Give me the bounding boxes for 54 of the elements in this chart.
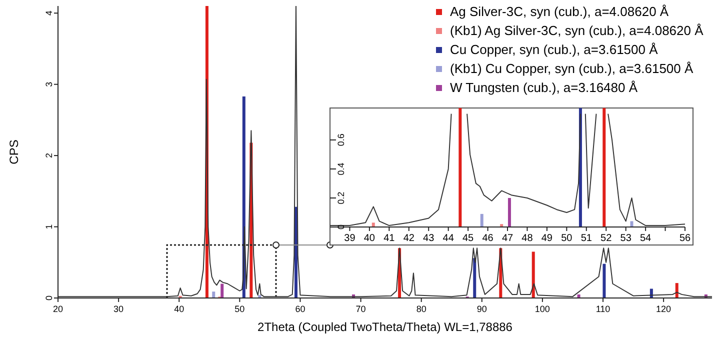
x-axis-title: 2Theta (Coupled TwoTheta/Theta) WL=1,78886: [258, 320, 513, 334]
bar: [675, 283, 678, 298]
x-tick-label: 40: [364, 233, 376, 244]
x-tick-label: 100: [534, 304, 550, 314]
y-tick-label: 0.6: [336, 134, 346, 146]
bar: [480, 214, 484, 227]
y-tick-label: 0: [44, 295, 54, 301]
bar: [630, 221, 634, 227]
x-tick-label: 50: [561, 233, 573, 244]
y-tick-label: 4: [44, 10, 54, 16]
x-tick-label: 110: [596, 304, 610, 314]
bar: [532, 252, 535, 298]
x-tick-label: 51: [580, 233, 592, 244]
y-axis-title: CPS: [7, 140, 21, 164]
x-tick-label: 41: [384, 233, 396, 244]
bar: [602, 264, 606, 298]
x-tick-label: 48: [522, 233, 534, 244]
y-tick-label: 3: [44, 82, 54, 87]
bar: [473, 258, 476, 298]
legend-label: Cu Copper, syn (cub.), a=3.61500 Å: [450, 42, 658, 57]
x-tick-label: 42: [403, 233, 415, 244]
x-tick-label: 70: [356, 304, 366, 314]
x-tick-label: 30: [114, 304, 124, 314]
x-tick-label: 80: [416, 304, 426, 314]
x-tick-label: 39: [344, 233, 356, 244]
legend-label: W Tungsten (cub.), a=3.16480 Å: [450, 80, 638, 95]
x-tick-label: 56: [679, 233, 691, 244]
x-tick-label: 49: [541, 233, 553, 244]
x-tick-label: 40: [174, 304, 184, 314]
bar: [372, 222, 375, 227]
bar: [220, 284, 224, 298]
y-tick-label: 0.2: [336, 192, 346, 204]
x-tick-label: 53: [620, 233, 632, 244]
bar: [212, 292, 216, 298]
x-tick-label: 120: [656, 304, 672, 314]
y-tick-label: 0.4: [336, 162, 346, 176]
legend-label: (Kb1) Ag Silver-3C, syn (cub.), a=4.08620 Å: [450, 23, 704, 38]
y-tick-label: 0: [336, 224, 346, 230]
legend-label: (Kb1) Cu Copper, syn (cub.), a=3.61500 Å: [450, 61, 694, 76]
x-tick-label: 45: [462, 233, 474, 244]
x-tick-label: 52: [600, 233, 612, 244]
x-tick-label: 46: [482, 233, 494, 244]
x-tick-label: 20: [52, 304, 64, 314]
y-tick-label: 1: [44, 224, 54, 230]
x-tick-label: 60: [295, 304, 306, 314]
legend-label: Ag Silver-3C, syn (cub.), a=4.08620 Å: [450, 4, 669, 19]
x-tick-label: 50: [234, 304, 245, 314]
x-tick-label: 90: [476, 304, 487, 314]
y-tick-label: 2: [44, 153, 54, 158]
bar: [508, 198, 511, 227]
x-tick-label: 47: [502, 233, 514, 244]
x-tick-label: 43: [423, 233, 435, 244]
x-tick-label: 44: [442, 233, 454, 244]
x-tick-label: 54: [640, 233, 652, 244]
